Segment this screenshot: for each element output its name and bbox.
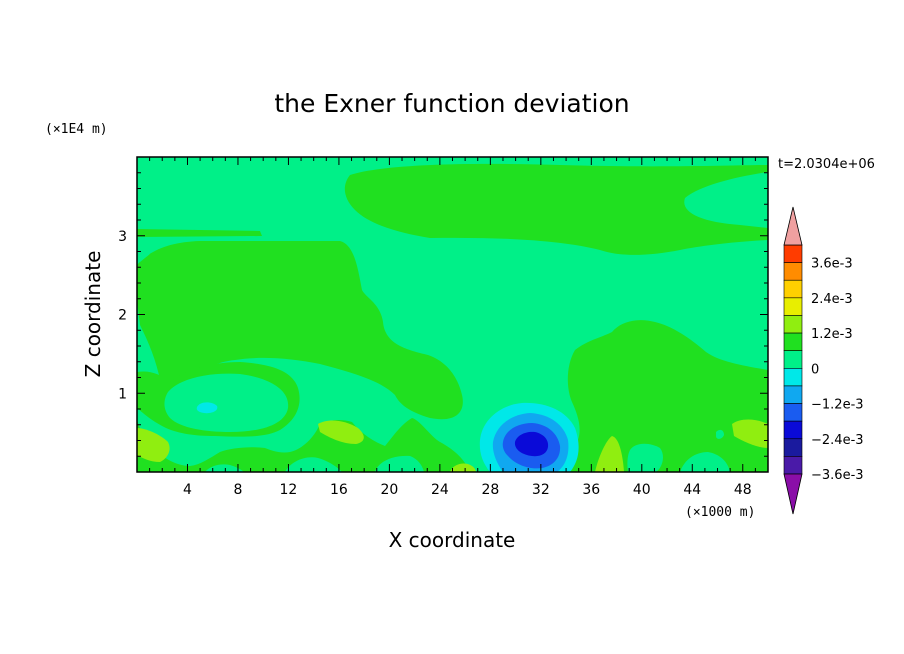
colorbar-box — [783, 403, 803, 422]
contour-region-zero — [375, 455, 424, 472]
colorbar-over-triangle — [783, 206, 803, 246]
colorbar-label: 0 — [811, 362, 819, 377]
y-axis-label: Z coordinate — [81, 251, 105, 378]
colorbar-box — [783, 332, 803, 351]
y-axis-tick-labels: 1 2 3 — [118, 229, 127, 403]
contour-region-positive-mid — [450, 463, 476, 472]
time-label: t=2.0304e+06 — [778, 157, 875, 172]
contour-region-positive — [137, 241, 463, 420]
colorbar-box — [783, 350, 803, 369]
x-axis-tick-labels: 4 8 12 16 20 24 28 32 36 40 44 48 — [183, 482, 752, 498]
contour-region-positive — [137, 418, 470, 472]
colorbar-box — [783, 368, 803, 387]
colorbar-box — [783, 420, 803, 440]
contour-region-negative — [137, 254, 150, 262]
contour-region-zero — [627, 443, 663, 472]
colorbar-box — [783, 315, 803, 334]
y-scale-label: (×1E4 m) — [45, 122, 108, 137]
colorbar-label: 2.4e-3 — [811, 292, 853, 307]
contour-region-zero — [164, 373, 289, 432]
contour-region-zero — [285, 457, 342, 472]
y-axis-ticks — [137, 172, 768, 457]
colorbar-box — [783, 279, 803, 299]
contour-region-positive — [344, 163, 768, 255]
colorbar-under-triangle — [783, 473, 803, 515]
colorbar-label: −3.6e-3 — [811, 468, 864, 483]
x-tick-label: 48 — [734, 482, 752, 498]
contour-region-positive-mid — [595, 436, 624, 472]
x-tick-label: 28 — [481, 482, 499, 498]
colorbar — [783, 206, 803, 515]
x-tick-label: 24 — [431, 482, 449, 498]
contour-region-negative-low — [196, 402, 218, 414]
colorbar-box — [783, 244, 803, 263]
x-tick-label: 44 — [683, 482, 701, 498]
x-axis-label: X coordinate — [389, 528, 516, 552]
colorbar-box — [783, 262, 803, 281]
x-tick-label: 40 — [633, 482, 651, 498]
contour-region-positive — [137, 229, 262, 237]
contour-region-positive-mid — [137, 428, 170, 462]
colorbar-label: 3.6e-3 — [811, 257, 853, 272]
x-tick-label: 36 — [582, 482, 600, 498]
x-tick-label: 8 — [233, 482, 242, 498]
x-tick-label: 4 — [183, 482, 192, 498]
contour-region-positive-mid — [318, 420, 364, 444]
colorbar-label: 1.2e-3 — [811, 327, 853, 342]
y-tick-label: 3 — [118, 229, 127, 245]
x-tick-label: 20 — [380, 482, 398, 498]
x-tick-label: 12 — [280, 482, 298, 498]
x-tick-label: 16 — [330, 482, 348, 498]
colorbar-box — [783, 297, 803, 316]
colorbar-box — [783, 438, 803, 457]
y-tick-label: 2 — [118, 308, 127, 324]
contour-region-zero — [205, 464, 244, 472]
colorbar-labels: 3.6e-3 2.4e-3 1.2e-3 0 −1.2e-3 −2.4e-3 −3.6e-3 — [811, 257, 864, 483]
contour-region-zero — [716, 429, 724, 439]
contour-region-negative-peak — [514, 431, 549, 457]
colorbar-box — [783, 385, 803, 404]
colorbar-box — [783, 456, 803, 475]
y-tick-label: 1 — [118, 386, 127, 402]
colorbar-label: −2.4e-3 — [811, 433, 864, 448]
x-axis-ticks — [149, 157, 756, 472]
contour-region-positive-mid — [732, 419, 768, 448]
colorbar-label: −1.2e-3 — [811, 398, 864, 413]
x-tick-label: 32 — [532, 482, 550, 498]
contour-field — [137, 157, 768, 472]
x-scale-label: (×1000 m) — [685, 505, 755, 520]
chart-title: the Exner function deviation — [274, 89, 629, 118]
